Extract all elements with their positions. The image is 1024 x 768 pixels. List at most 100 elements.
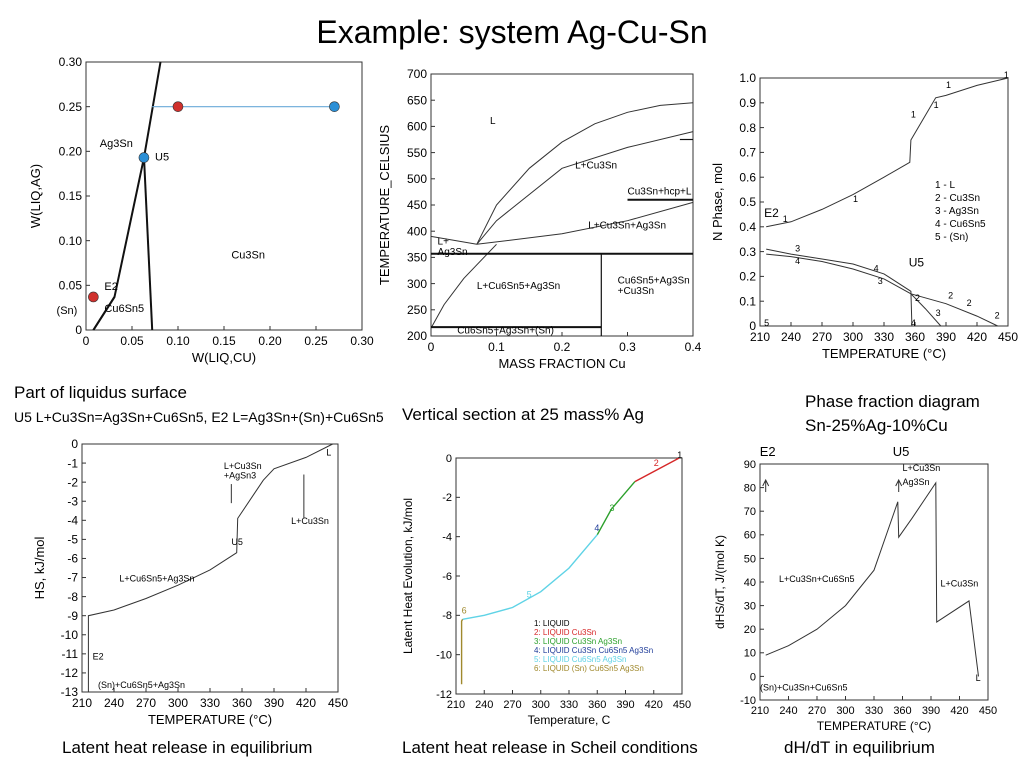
y-tick-label: 20 (744, 624, 756, 636)
legend-entry: 4: LIQUID Cu3Sn Cu6Sn5 Ag3Sn (534, 646, 653, 655)
x-tick-label: 0 (83, 334, 90, 348)
invariant-point (172, 101, 184, 112)
y-tick-label: 0.20 (59, 145, 83, 159)
legend-entry: 2: LIQUID Cu3Sn (534, 628, 596, 637)
x-tick-label: 450 (998, 330, 1018, 344)
x-tick-label: 360 (232, 696, 252, 710)
y-axis-label: dHS/dT, J/(mol K) (713, 535, 727, 629)
y-tick-label: 600 (407, 120, 427, 134)
chart-phase-fraction: 210 240 270 300 330 360 390 420 450 0 0.1 0.2 0.3 0.4… (710, 70, 1018, 361)
region-label: L+ (438, 236, 450, 247)
y-tick-label: -2 (442, 492, 452, 504)
x-tick-label: 210 (72, 696, 92, 710)
region-label: L (490, 116, 496, 127)
x-tick-label: 420 (296, 696, 316, 710)
curve-number: 1 (677, 450, 682, 460)
y-axis-label: N Phase, mol (710, 163, 725, 241)
x-tick-label: 270 (812, 330, 832, 344)
region-label: L+Cu3Sn+Ag3Sn (588, 221, 666, 232)
curve-number: 5 (527, 590, 532, 600)
y-tick-label: 60 (744, 530, 756, 542)
x-tick-label: 330 (560, 699, 578, 711)
region-label: L+Cu3Sn (941, 579, 979, 589)
liquidus-valley-line (143, 157, 154, 331)
x-tick-label: 0.3 (619, 340, 636, 354)
x-axis-label: TEMPERATURE (°C) (822, 346, 946, 361)
scheil-series-2 (634, 457, 680, 483)
curve-number: 2 (915, 293, 920, 303)
region-label: L (326, 447, 331, 457)
region-label: +AgSn3 (224, 470, 256, 480)
liquidus-valley-line (92, 296, 116, 331)
x-tick-label: 240 (781, 330, 801, 344)
region-label: U5 (231, 537, 243, 547)
x-tick-label: 300 (168, 696, 188, 710)
x-axis-label: MASS FRACTION Cu (498, 356, 625, 371)
curve-number: 3 (795, 244, 800, 254)
x-tick-label: 0.25 (304, 334, 328, 348)
chart-scheil: 210 240 270 300 330 360 390 420 450 0 -2 -4 -6 -8 -10 -… (401, 450, 691, 727)
region-label: Cu3Sn (231, 250, 265, 262)
x-tick-label: 420 (645, 699, 663, 711)
invariant-label: U5 (909, 255, 925, 269)
caption-phase-fraction-b: Sn-25%Ag-10%Cu (805, 416, 948, 435)
region-label: U5 (155, 151, 169, 163)
x-tick-label: 270 (136, 696, 156, 710)
y-tick-label: 90 (744, 459, 756, 471)
phase-fraction-line (766, 77, 1009, 228)
caption-dhdt: dH/dT in equilibrium (784, 738, 935, 757)
y-tick-label: 700 (407, 67, 427, 81)
phase-fraction-line (766, 248, 913, 327)
invariant-label: E2 (764, 206, 779, 220)
y-tick-label: 50 (744, 553, 756, 565)
x-tick-label: 240 (779, 705, 797, 717)
caption-latent-heat: Latent heat release in equilibrium (62, 738, 313, 757)
region-label: Cu3Sn+hcp+L (628, 187, 692, 198)
curve-number: 1 (1004, 70, 1009, 80)
legend-entry: 6: LIQUID (Sn) Cu6Sn5 Ag3Sn (534, 664, 644, 673)
legend-entry: 3: LIQUID Cu3Sn Ag3Sn (534, 637, 622, 646)
y-tick-label: 0.1 (739, 294, 756, 308)
scheil-series-3 (596, 481, 636, 536)
y-tick-label: 0.05 (59, 279, 83, 293)
invariant-point (88, 291, 99, 303)
x-tick-label: 0.05 (120, 334, 144, 348)
x-tick-label: 210 (447, 699, 465, 711)
y-tick-label: 450 (407, 198, 427, 212)
region-label: Cu6Sn5 (104, 303, 144, 315)
curve-number: 2 (967, 298, 972, 308)
curve-number: 4 (795, 256, 800, 266)
y-tick-label: 40 (744, 577, 756, 589)
y-tick-label: -6 (67, 552, 78, 566)
y-tick-label: 0.9 (739, 96, 756, 110)
x-tick-label: 0.30 (350, 334, 374, 348)
invariant-arrow (762, 478, 770, 492)
y-tick-label: 200 (407, 329, 427, 343)
curve-number: 1 (853, 194, 858, 204)
x-tick-label: 0.20 (258, 334, 282, 348)
x-tick-label: 210 (750, 330, 770, 344)
x-tick-label: 390 (264, 696, 284, 710)
y-tick-label: 550 (407, 146, 427, 160)
y-tick-label: 80 (744, 482, 756, 494)
region-label: L+Cu6Sn5+Ag3Sn (477, 281, 560, 292)
caption-phase-fraction-a: Phase fraction diagram (805, 392, 980, 411)
legend-entry: 1 - L (935, 180, 955, 191)
legend-entry: 1: LIQUID (534, 619, 570, 628)
x-tick-label: 390 (936, 330, 956, 344)
y-tick-label: 0.25 (59, 100, 83, 114)
curve-number: 3 (878, 276, 883, 286)
invariant-label: E2 (760, 444, 776, 459)
x-axis-label: W(LIQ,CU) (192, 350, 256, 365)
chart-latent-heat: 210 240 270 300 330 360 390 420 450 0 -1 -2 -3 -4 -5 -6… (32, 437, 348, 727)
scheil-series-6 (460, 618, 464, 685)
curve-number: 1 (946, 80, 951, 90)
chart-dhdt: 210 240 270 300 330 360 390 420 450 -10 0 10 20 30 40 5… (713, 444, 997, 733)
region-label: L+Cu3Sn+Cu6Sn5 (779, 574, 855, 584)
curve-number: 1 (934, 100, 939, 110)
page-title: Example: system Ag-Cu-Sn (316, 14, 708, 50)
x-tick-label: 270 (503, 699, 521, 711)
phase-fraction-line (910, 293, 998, 327)
curve-number: 4 (911, 318, 916, 328)
x-tick-label: 300 (843, 330, 863, 344)
